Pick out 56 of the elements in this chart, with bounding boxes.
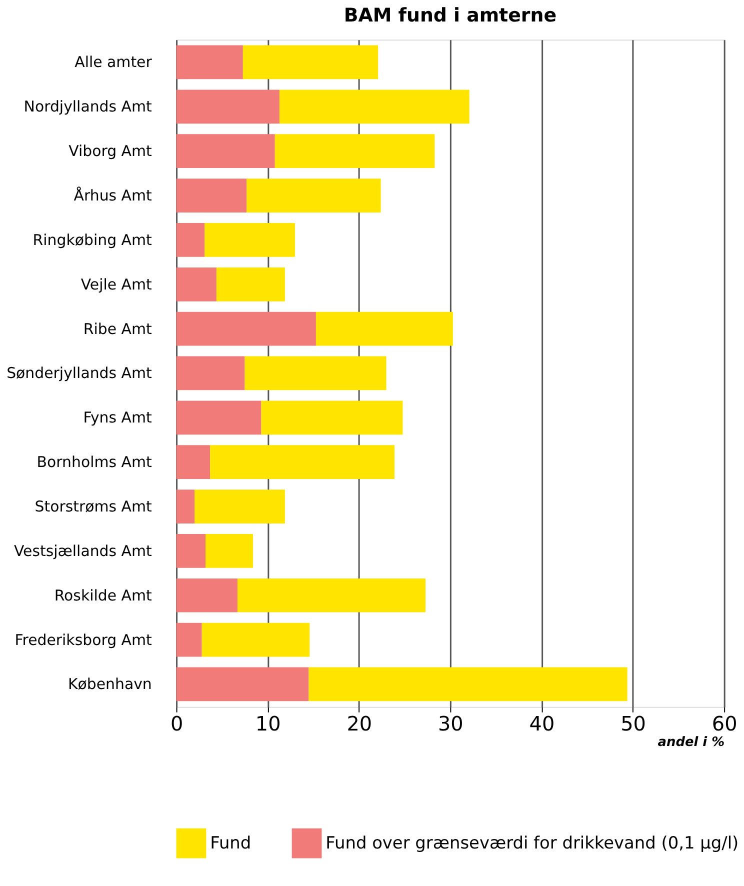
chart-title: BAM fund i amterne — [344, 4, 557, 27]
y-tick-label: Roskilde Amt — [54, 586, 152, 604]
bar — [206, 534, 253, 568]
bar — [242, 45, 378, 80]
x-tick-label: 40 — [529, 712, 555, 736]
y-tick-label: Vejle Amt — [80, 275, 152, 294]
y-tick-label: Alle amter — [74, 53, 153, 72]
bar — [176, 267, 216, 302]
bar — [176, 400, 262, 435]
bar — [176, 223, 205, 257]
x-tick-label: 60 — [712, 712, 738, 736]
bar — [176, 45, 243, 80]
x-axis-title: andel i % — [658, 735, 725, 750]
bar — [244, 356, 386, 390]
bar — [274, 134, 435, 168]
bar — [176, 90, 280, 124]
bar — [194, 490, 285, 524]
bar — [176, 578, 238, 612]
y-tick-label: Fyns Amt — [83, 408, 152, 427]
y-tick-label: Bornholms Amt — [36, 453, 152, 472]
bar — [204, 223, 295, 257]
bar — [176, 134, 275, 168]
bar — [261, 400, 403, 435]
x-tick-label: 50 — [620, 712, 646, 736]
bar — [316, 312, 453, 346]
bar — [176, 445, 210, 480]
y-tick-label: Storstrøms Amt — [34, 498, 152, 516]
bar — [176, 356, 245, 390]
y-tick-label: Århus Amt — [74, 186, 152, 205]
y-tick-label: Ribe Amt — [83, 320, 152, 338]
y-tick-label: Frederiksborg Amt — [14, 630, 152, 649]
bar — [176, 178, 247, 212]
bar — [176, 667, 309, 702]
y-tick-label: Sønderjyllands Amt — [6, 364, 152, 382]
x-tick-label: 0 — [170, 712, 184, 736]
legend-label: Fund over grænseværdi for drikkevand (0,1 µg/l) — [326, 832, 739, 852]
bar — [176, 622, 202, 657]
bar — [216, 267, 285, 302]
y-tick-label: Ringkøbing Amt — [32, 230, 152, 249]
bar — [237, 578, 426, 612]
y-tick-label: Vestsjællands Amt — [14, 542, 152, 560]
bar — [176, 534, 206, 568]
bar — [210, 445, 394, 480]
bar — [176, 490, 195, 524]
bar — [202, 622, 310, 657]
y-tick-label: Nordjyllands Amt — [24, 98, 152, 116]
y-tick-label: København — [68, 675, 152, 694]
legend-label: Fund — [210, 832, 252, 852]
x-tick-label: 10 — [255, 712, 281, 736]
bar — [308, 667, 628, 702]
bar — [176, 312, 316, 346]
y-tick-label: Viborg Amt — [68, 142, 152, 160]
x-tick-label: 30 — [438, 712, 464, 736]
bar — [246, 178, 381, 212]
bar — [279, 90, 470, 124]
x-tick-label: 20 — [346, 712, 372, 736]
